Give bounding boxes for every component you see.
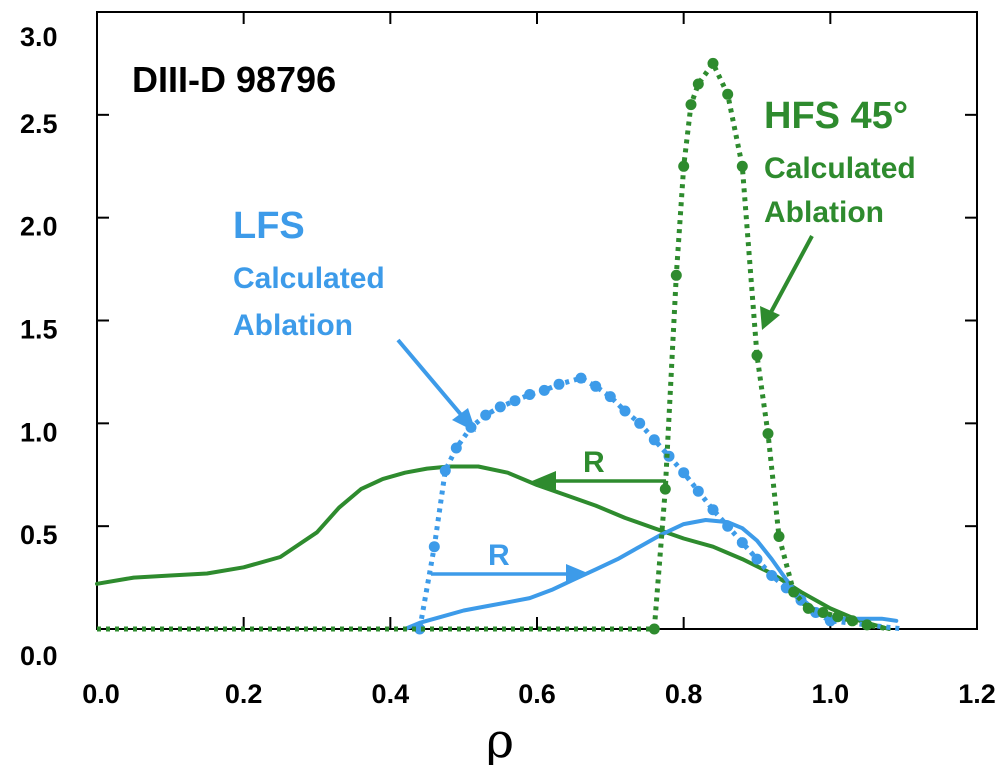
lfs-arrow: [396, 338, 465, 419]
chart-title: DIII-D 98796: [132, 59, 336, 100]
hfs-calc-point: [670, 269, 682, 281]
lfs-calc-point: [553, 378, 565, 390]
lfs-calc-point: [414, 623, 426, 635]
series-hfs-measured: [95, 464, 891, 631]
lfs-calc-point: [722, 520, 734, 532]
r-label-hfs: R: [583, 446, 605, 479]
hfs-calc-point: [722, 88, 734, 100]
hfs-calc-point: [846, 615, 858, 627]
y-tick-label: 3.0: [20, 22, 58, 52]
lfs-calc-point: [736, 537, 748, 549]
series-hfs-calc: [97, 57, 890, 635]
hfs-calc-point: [817, 607, 829, 618]
y-tick-labels: 0.0 0.5 1.0 1.5 2.0 2.5 3.0: [20, 22, 58, 671]
x-tick-label: 1.2: [958, 679, 996, 709]
lfs-calc-point: [648, 434, 660, 446]
hfs-calc-point: [802, 602, 814, 614]
lfs-calc-point: [428, 541, 440, 553]
y-tick-label: 2.5: [20, 109, 58, 139]
hfs-label: HFS 45°: [764, 95, 908, 137]
x-tick-label: 1.0: [812, 679, 850, 709]
lfs-calc-point: [575, 372, 587, 384]
lfs-calc-point: [590, 380, 602, 392]
lfs-calc-point: [619, 405, 631, 417]
hfs-calculated-label: Calculated: [764, 152, 916, 185]
lfs-label: LFS: [233, 205, 305, 247]
hfs-calc-point: [707, 57, 719, 69]
hfs-calc-point: [762, 428, 774, 440]
x-tick-label: 0.6: [518, 679, 556, 709]
x-tick-labels: 0.0 0.2 0.4 0.6 0.8 1.0 1.2: [82, 679, 996, 709]
x-tick-label: 0.2: [225, 679, 263, 709]
hfs-arrow: [768, 235, 814, 315]
y-tick-label: 1.0: [20, 417, 58, 447]
lfs-calc-point: [678, 467, 690, 479]
hfs-calc-line: [97, 58, 890, 632]
hfs-calc-point: [751, 350, 763, 361]
lfs-calc-point: [480, 409, 492, 421]
hfs-calc-point: [736, 160, 748, 172]
hfs-calc-point: [648, 623, 660, 635]
hfs-calc-point: [659, 483, 671, 495]
r-arrow-hfs-head: [532, 471, 556, 491]
y-tick-label: 0.5: [20, 520, 58, 550]
lfs-calc-point: [692, 485, 704, 497]
lfs-calc-point: [538, 384, 550, 396]
lfs-calc-point: [494, 401, 506, 413]
lfs-calc-point: [450, 442, 462, 454]
r-arrow-lfs-head: [566, 564, 590, 584]
series-lfs-calc: [97, 372, 904, 635]
hfs-calc-point: [692, 78, 704, 90]
lfs-calculated-label: Calculated: [233, 262, 385, 295]
lfs-calc-point: [707, 504, 719, 516]
x-tick-label: 0.4: [372, 679, 410, 709]
y-tick-label: 0.0: [20, 641, 58, 671]
lfs-calc-point: [751, 553, 763, 565]
hfs-arrow-head: [760, 306, 780, 330]
y-tick-label: 2.0: [20, 212, 58, 242]
lfs-calc-point: [524, 389, 536, 400]
hfs-calc-point: [685, 99, 697, 111]
y-tick-label: 1.5: [20, 315, 58, 345]
lfs-arrow-head: [452, 408, 476, 432]
annotation-arrows: [396, 235, 814, 584]
lfs-ablation-label: Ablation: [233, 309, 353, 342]
hfs-calc-point: [861, 619, 873, 631]
lfs-calc-point: [604, 391, 616, 403]
hfs-calc-point: [678, 160, 690, 172]
hfs-measured-line: [95, 464, 891, 631]
hfs-calc-point: [788, 586, 800, 598]
x-tick-label: 0.8: [665, 679, 703, 709]
hfs-calc-point: [832, 611, 844, 623]
hfs-calc-point: [773, 531, 785, 542]
lfs-calc-point: [634, 417, 646, 429]
lfs-calc-point: [439, 465, 451, 477]
lfs-calc-point: [766, 570, 778, 581]
x-axis-label: ρ: [486, 713, 514, 765]
lfs-calc-point: [509, 395, 521, 407]
hfs-ablation-label: Ablation: [764, 196, 884, 229]
r-label-lfs: R: [488, 539, 510, 572]
x-tick-label: 0.0: [82, 679, 120, 709]
